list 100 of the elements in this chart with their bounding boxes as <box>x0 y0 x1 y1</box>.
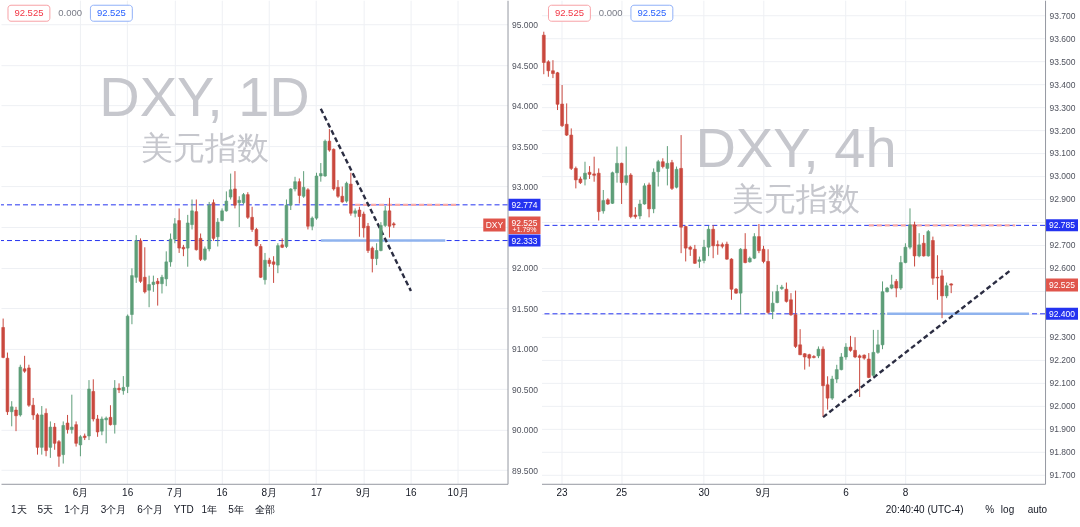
y-tick-label: 93.200 <box>1049 125 1076 136</box>
candlestick <box>121 375 126 396</box>
y-tick-label: 92.100 <box>1049 378 1076 389</box>
x-tick-label: 16 <box>216 487 229 499</box>
candlestick <box>344 181 349 204</box>
text: 1天 <box>10 503 27 515</box>
candlestick <box>921 234 926 258</box>
y-tick-label: 92.300 <box>1049 332 1076 343</box>
text: % <box>985 503 995 515</box>
text: 美元指数 <box>140 130 269 167</box>
y-tick-label: 93.400 <box>1049 79 1076 90</box>
candlestick <box>752 232 757 260</box>
candlestick <box>297 177 302 205</box>
x-tick-label: 23 <box>556 487 569 499</box>
annotation: 0.000 <box>598 7 623 19</box>
y-tick-label: 91.800 <box>1049 447 1076 458</box>
x-tick-label: 8月 <box>261 487 278 499</box>
candlestick <box>743 232 747 264</box>
candlestick <box>917 232 921 258</box>
candlestick <box>10 400 14 427</box>
candlestick <box>857 353 862 398</box>
candlestick <box>156 277 160 307</box>
annotation: 92.525 <box>96 7 126 19</box>
x-tick-label: 16 <box>405 487 417 499</box>
candlestick <box>48 420 53 459</box>
candlestick <box>271 255 276 284</box>
x-tick-label: 17 <box>310 487 323 499</box>
candlestick <box>104 416 108 444</box>
candlestick <box>74 420 78 448</box>
text: auto <box>1027 503 1048 515</box>
y-tick-label: 93.300 <box>1049 102 1076 113</box>
ref-line-label: 92.785 <box>1049 220 1076 231</box>
candlestick <box>387 197 392 239</box>
candlestick <box>70 394 74 435</box>
candlestick <box>233 170 237 209</box>
annotation: 92.525 <box>554 7 584 19</box>
text: log <box>1000 503 1015 515</box>
candlestick <box>147 275 151 308</box>
text: 92.525 <box>511 217 538 228</box>
y-tick-label: 93.500 <box>512 141 539 152</box>
y-tick-label: 93.500 <box>1049 56 1076 67</box>
candlestick <box>656 159 660 188</box>
y-tick-label: 92.600 <box>1049 263 1076 274</box>
candlestick <box>65 414 70 435</box>
text: 5年 <box>228 503 244 515</box>
candlestick <box>871 329 876 377</box>
y-tick-label: 91.500 <box>512 303 539 314</box>
candlestick <box>276 242 280 274</box>
candlestick <box>770 291 775 320</box>
candlestick <box>78 434 83 457</box>
y-tick-label: 93.000 <box>1049 171 1076 182</box>
text: 20:40:40 (UTC-4) <box>885 503 964 515</box>
candlestick <box>263 252 267 286</box>
text: DXY, 4h <box>695 116 897 180</box>
x-tick-label: 8 <box>902 487 909 499</box>
candlestick <box>894 278 899 298</box>
y-tick-label: 90.500 <box>512 384 539 395</box>
y-tick-label: 95.000 <box>512 20 539 31</box>
candlestick <box>301 170 306 199</box>
x-tick-label: 16 <box>122 487 134 499</box>
candlestick <box>216 217 220 247</box>
text: 全部 <box>254 503 275 515</box>
x-tick-label: 9月 <box>755 487 772 499</box>
y-tick-label: 90.000 <box>512 425 539 436</box>
text: DXY, 1D <box>99 65 310 129</box>
text: 1个月 <box>64 503 90 515</box>
candlestick <box>624 146 628 186</box>
x-tick-label: 6月 <box>72 487 89 499</box>
x-tick-label: 10月 <box>447 487 469 499</box>
ref-line-label: 92.333 <box>511 235 538 246</box>
y-tick-label: 91.000 <box>512 344 539 355</box>
y-tick-label: 94.000 <box>512 101 539 112</box>
candlestick <box>353 207 357 218</box>
candlestick <box>14 406 18 432</box>
text: 3个月 <box>100 503 127 515</box>
x-tick-label: 30 <box>698 487 710 499</box>
annotation: DXY <box>485 220 504 231</box>
candlestick <box>665 145 670 186</box>
y-tick-label: 92.700 <box>1049 240 1076 251</box>
text: 美元指数 <box>732 181 861 218</box>
candlestick <box>357 206 362 238</box>
text: YTD <box>173 503 194 515</box>
y-tick-label: 92.200 <box>1049 355 1076 366</box>
y-tick-label: 93.600 <box>1049 33 1076 44</box>
candlestick <box>647 182 651 218</box>
y-tick-label: 93.700 <box>1049 10 1076 21</box>
annotation: 0.000 <box>58 7 83 19</box>
annotation: 92.525 <box>14 7 44 19</box>
y-tick-label: 93.100 <box>1049 148 1076 159</box>
candlestick <box>583 161 587 186</box>
ref-line-label: 92.400 <box>1049 308 1076 319</box>
text: 5天 <box>37 503 54 515</box>
y-tick-label: 91.900 <box>1049 424 1076 435</box>
y-tick-label: 92.000 <box>1049 401 1076 412</box>
y-tick-label: 94.500 <box>512 60 539 71</box>
x-tick-label: 7月 <box>167 487 183 499</box>
candlestick <box>100 416 104 436</box>
y-tick-label: 92.000 <box>512 263 539 274</box>
text: 1年 <box>201 503 218 515</box>
y-tick-label: 89.500 <box>512 465 539 476</box>
